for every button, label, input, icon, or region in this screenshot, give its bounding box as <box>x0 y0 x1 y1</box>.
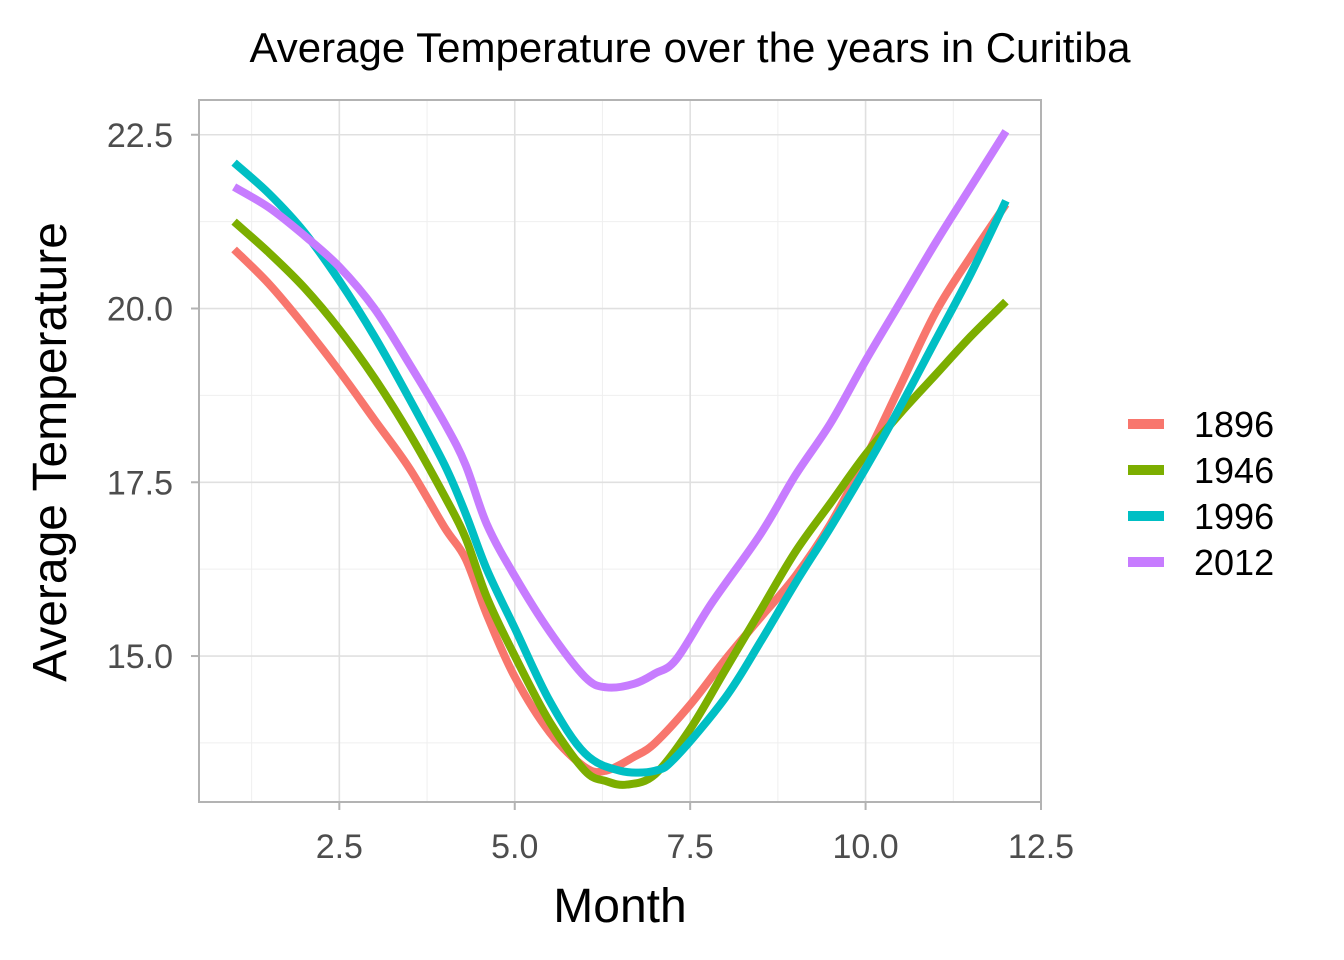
y-tick-label: 17.5 <box>107 464 173 502</box>
series-line-1946 <box>231 218 1009 789</box>
y-axis-ticks: 15.0 17.5 20.0 22.5 <box>107 117 199 676</box>
x-tick-label: 7.5 <box>667 828 714 866</box>
x-tick-label: 12.5 <box>1008 828 1074 866</box>
x-axis-title: Month <box>553 880 686 933</box>
x-tick-label: 5.0 <box>491 828 538 866</box>
x-axis-ticks: 2.5 5.0 7.5 10.0 12.5 <box>316 802 1074 866</box>
chart-title: Average Temperature over the years in Cu… <box>250 24 1132 71</box>
x-tick-label: 10.0 <box>832 828 898 866</box>
series-group <box>231 129 1010 789</box>
series-line-2012 <box>232 129 1010 692</box>
grid <box>199 100 1042 802</box>
y-tick-label: 15.0 <box>107 638 173 676</box>
y-tick-label: 22.5 <box>107 117 173 155</box>
legend-label-1996: 1996 <box>1194 496 1274 537</box>
y-axis-title: Average Temperature <box>24 222 77 682</box>
legend-label-1946: 1946 <box>1194 450 1274 491</box>
plot-panel-border <box>198 99 1042 803</box>
legend-label-2012: 2012 <box>1194 542 1274 583</box>
series-line-1996 <box>231 159 1010 777</box>
y-tick-label: 20.0 <box>107 291 173 329</box>
legend: 1896 1946 1996 2012 <box>1128 404 1274 583</box>
legend-label-1896: 1896 <box>1194 404 1274 445</box>
x-tick-label: 2.5 <box>316 828 363 866</box>
